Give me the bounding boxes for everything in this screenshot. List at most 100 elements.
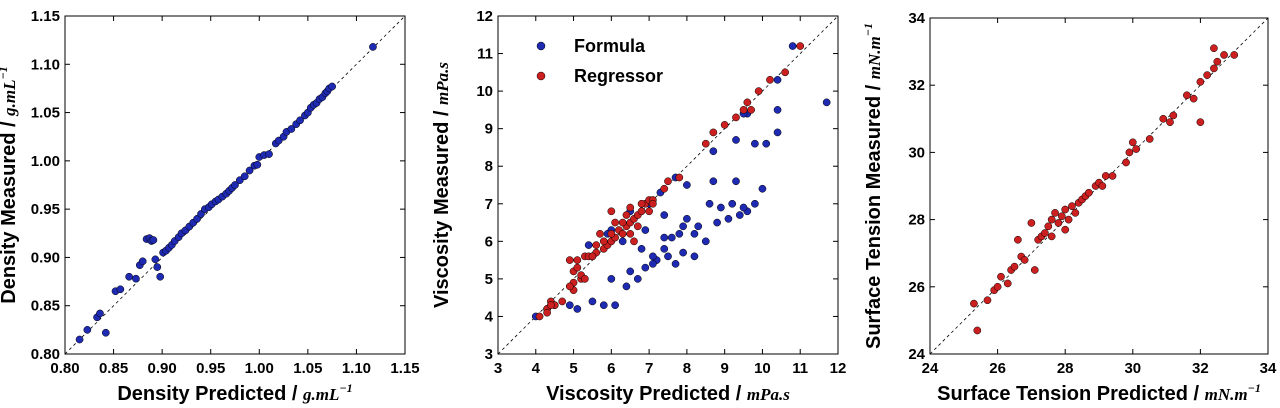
data-point — [637, 207, 646, 216]
y-tick-label: 1.00 — [31, 153, 60, 170]
data-point — [766, 75, 774, 84]
legend-label: Regressor — [574, 66, 663, 86]
data-point — [125, 272, 133, 281]
data-point — [1047, 232, 1056, 241]
data-point — [690, 229, 699, 238]
data-point — [762, 139, 771, 148]
data-point — [1064, 215, 1073, 224]
data-point — [664, 252, 672, 261]
x-axis-label: Density Predicted / g.mL−1 — [117, 381, 352, 405]
data-point — [773, 128, 782, 137]
x-axis-label-text: Viscosity Predicted / — [546, 383, 747, 405]
data-point — [584, 241, 593, 249]
data-point — [231, 181, 239, 189]
data-point — [1020, 256, 1029, 264]
data-point — [660, 211, 669, 219]
data-point — [633, 275, 642, 283]
chart-3: 24 26 28 30 32 34 24 26 28 30 32 34 Surface Tension … — [861, 10, 1277, 405]
x-tick-label: 8 — [683, 360, 691, 377]
data-point — [675, 229, 684, 238]
data-point — [535, 312, 544, 321]
data-point — [970, 299, 978, 308]
x-tick-label: 3 — [494, 360, 502, 377]
data-point — [637, 244, 646, 253]
x-axis-unit-sup: −1 — [339, 381, 352, 395]
data-point — [240, 172, 249, 181]
data-point — [618, 229, 627, 238]
data-point — [773, 75, 782, 84]
x-tick-label: 10 — [754, 360, 771, 377]
data-point — [739, 106, 748, 114]
data-point — [156, 272, 165, 281]
data-point — [664, 177, 672, 186]
data-point — [667, 233, 676, 242]
y-tick-label: 3 — [485, 346, 493, 363]
data-point — [630, 237, 638, 246]
data-point — [1071, 209, 1080, 217]
data-point — [626, 229, 635, 238]
data-point — [747, 106, 755, 114]
data-point — [565, 256, 574, 264]
data-point — [1061, 225, 1070, 234]
data-point — [713, 218, 721, 227]
data-point — [581, 275, 589, 283]
data-point — [1213, 57, 1222, 66]
data-point — [1047, 215, 1056, 224]
data-point — [796, 42, 805, 50]
x-tick-label: 24 — [922, 360, 939, 377]
data-point — [1044, 222, 1053, 231]
data-point — [132, 274, 140, 283]
data-point — [607, 275, 616, 283]
data-point — [1210, 64, 1218, 73]
data-point — [993, 282, 1002, 291]
y-tick-label: 1.05 — [31, 105, 60, 122]
y-tick-label: 10 — [476, 83, 493, 100]
data-point — [997, 272, 1005, 281]
y-axis-label-text: Density Measured / — [0, 116, 20, 304]
series-regressor — [535, 42, 805, 321]
data-point — [626, 203, 635, 212]
y-tick-label: 11 — [477, 46, 493, 63]
data-point — [253, 160, 262, 169]
data-point — [694, 222, 703, 231]
data-point — [690, 252, 699, 261]
chart-2: 3 4 5 6 7 8 9 10 11 12 3 4 5 6 7 8 9 10 11 12 Viscosity Pred… — [431, 8, 846, 405]
x-tick-label: 30 — [1124, 360, 1141, 377]
y-tick-label: 34 — [908, 10, 925, 27]
x-tick-label: 6 — [607, 360, 615, 377]
data-point — [83, 326, 92, 334]
legend-marker — [536, 41, 546, 51]
data-point — [1196, 118, 1205, 127]
x-tick-label: 28 — [1057, 360, 1074, 377]
y-tick-label: 4 — [485, 308, 494, 325]
x-tick-label: 12 — [830, 360, 847, 377]
x-tick-label: 34 — [1260, 360, 1277, 377]
data-point — [592, 241, 601, 249]
y-tick-label: 0.80 — [31, 346, 60, 363]
data-point — [101, 328, 110, 337]
y-axis-label-text: Surface Tension Measured / — [863, 79, 885, 349]
data-point — [732, 177, 740, 186]
data-point — [596, 229, 604, 238]
y-tick-label: 5 — [485, 271, 493, 288]
data-point — [1054, 219, 1063, 227]
chart-1: 0.80 0.85 0.90 0.95 1.00 1.05 1.10 1.15 0.80 0.85… — [0, 8, 420, 405]
y-tick-label: 0.85 — [31, 298, 60, 315]
data-point — [728, 199, 737, 208]
data-point — [649, 252, 657, 261]
data-point — [717, 203, 725, 212]
data-point — [675, 173, 684, 182]
data-point — [754, 87, 763, 95]
series-1 — [970, 44, 1239, 335]
data-point — [822, 98, 831, 107]
x-axis-unit: mN.m — [1205, 385, 1248, 404]
data-point — [573, 263, 582, 272]
data-point — [709, 177, 718, 186]
data-point — [153, 263, 162, 271]
x-axis-label-text: Surface Tension Predicted / — [937, 383, 1204, 405]
y-axis-unit: mN.m — [865, 36, 884, 79]
x-axis-label: Viscosity Predicted / mPa.s — [546, 383, 790, 405]
data-point — [633, 222, 642, 231]
y-tick-label: 8 — [485, 158, 493, 175]
